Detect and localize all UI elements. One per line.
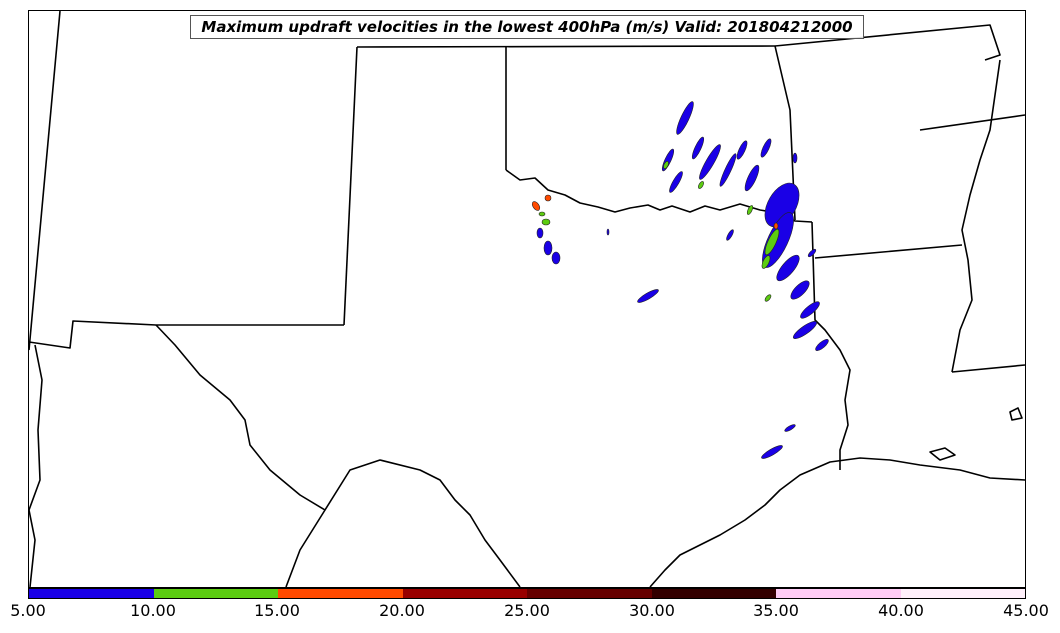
mexico-state-line: [285, 509, 326, 587]
colorbar-tick-label: 25.00: [504, 601, 550, 620]
state-boundary-arizona-newmexico: [29, 11, 61, 351]
pontchartrain-lake: [929, 447, 956, 461]
state-boundary-arkansas-west: [774, 45, 796, 221]
updraft-cell-green: [764, 228, 780, 256]
mexico-border-west: [29, 509, 36, 587]
updraft-field: [531, 101, 829, 459]
updraft-cell-blue: [691, 136, 705, 160]
updraft-cell-blue: [719, 153, 737, 187]
colorbar-tick-label: 20.00: [379, 601, 425, 620]
updraft-cell-blue: [776, 254, 800, 282]
colorbar-tick-label: 45.00: [1003, 601, 1049, 620]
updraft-cell-blue: [699, 144, 721, 180]
updraft-cell-green: [541, 218, 551, 226]
updraft-cell-orange: [773, 222, 779, 230]
state-boundary-newmexico-west: [343, 46, 358, 326]
updraft-cell-blue: [815, 339, 829, 351]
updraft-cell-blue: [793, 321, 817, 339]
updraft-cell-blue: [792, 152, 798, 164]
updraft-cell-blue: [661, 148, 675, 172]
state-boundary-tennessee: [919, 114, 1025, 131]
colorbar-tick-label: 15.00: [254, 601, 300, 620]
updraft-cell-blue: [543, 240, 553, 256]
updraft-cell-blue: [807, 248, 817, 258]
map-panel: [28, 10, 1026, 588]
louisiana-coast-islands: [1009, 407, 1023, 421]
updraft-cell-blue: [676, 101, 694, 135]
updraft-cell-blue: [800, 301, 820, 319]
updraft-cell-green: [698, 181, 704, 189]
colorbar-segment-15-20: [278, 589, 403, 598]
state-boundary-kansas-missouri: [774, 24, 1001, 61]
colorbar-tick-label: 10.00: [130, 601, 176, 620]
rio-grande-river: [155, 324, 521, 587]
updraft-cells-15-20: [531, 194, 779, 230]
state-boundary-newmexico-colorado: [356, 45, 776, 48]
colorbar-tick-label: 30.00: [629, 601, 675, 620]
updraft-cells-10-15: [538, 160, 780, 302]
updraft-cell-blue: [726, 229, 734, 241]
colorbar-segment-25-30: [527, 589, 652, 598]
colorbar-segment-30-35: [651, 589, 776, 598]
colorbar-segment-5-10: [29, 589, 154, 598]
updraft-cell-blue: [736, 140, 748, 160]
map-title: Maximum updraft velocities in the lowest…: [190, 15, 864, 39]
updraft-cell-green: [746, 205, 754, 215]
updraft-cell-blue: [744, 164, 760, 192]
colorbar-segment-35-40: [776, 589, 901, 598]
colorbar-tick-label: 5.00: [10, 601, 46, 620]
updraft-cell-blue: [606, 228, 610, 236]
updraft-cells-5-10: [536, 101, 829, 459]
updraft-cell-blue: [536, 227, 544, 239]
updraft-cell-orange: [544, 194, 552, 202]
mexico-interior-line: [29, 344, 43, 511]
updraft-cell-green: [538, 211, 546, 217]
updraft-cell-blue: [669, 171, 683, 193]
colorbar-segment-40-45: [900, 589, 1025, 598]
updraft-cell-blue: [760, 138, 772, 158]
colorbar-tick-label: 40.00: [878, 601, 924, 620]
colorbar-segment-10-15: [153, 589, 278, 598]
colorbar: [28, 588, 1026, 599]
colorbar-segment-20-25: [402, 589, 527, 598]
updraft-cell-blue: [637, 289, 659, 303]
updraft-cell-green: [663, 160, 669, 170]
gulf-coastline: [649, 457, 1025, 587]
state-boundary-arkansas-louisiana: [814, 244, 963, 259]
updraft-cell-blue: [761, 445, 783, 459]
state-boundary-louisiana-west: [811, 221, 851, 470]
updraft-cell-green: [764, 294, 772, 302]
updraft-cell-green: [761, 255, 771, 269]
updraft-cell-orange: [531, 201, 541, 211]
updraft-cell-blue: [790, 280, 810, 300]
state-boundary-mississippi-river: [951, 59, 1001, 373]
state-boundary-louisiana-mississippi: [951, 364, 1025, 373]
updraft-cell-blue: [784, 424, 796, 432]
state-boundary-red-river: [505, 169, 813, 223]
state-boundary-newmexico-south: [29, 320, 344, 349]
updraft-cell-blue: [551, 251, 561, 265]
colorbar-tick-label: 35.00: [753, 601, 799, 620]
